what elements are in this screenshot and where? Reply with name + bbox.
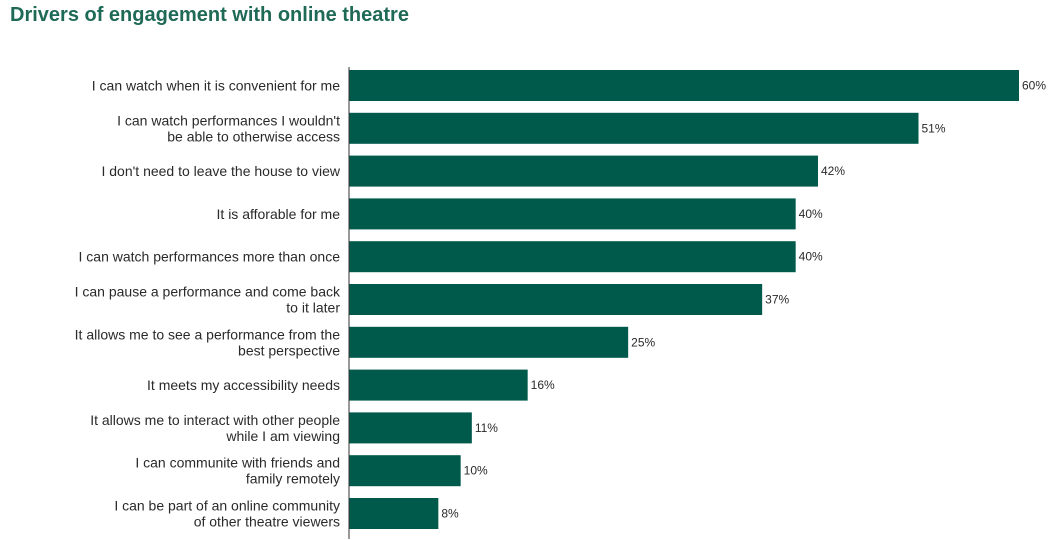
category-label-1: I can watch when it is convenient for me (92, 78, 340, 94)
value-label-5: 40% (799, 250, 823, 264)
value-label-10: 10% (464, 464, 488, 478)
value-label-8: 16% (531, 378, 555, 392)
bar-7 (349, 326, 629, 358)
category-label-3: I don't need to leave the house to view (101, 163, 340, 179)
category-label-7: It allows me to see a performance from t… (75, 326, 341, 358)
bar-3 (349, 155, 818, 187)
bar-6 (349, 284, 763, 315)
value-label-11: 8% (441, 507, 459, 521)
chart-title: Drivers of engagement with online theatr… (10, 4, 409, 26)
value-labels: 60% 51% 42% 40% 40% 37% 25% 16% 11% 10% 8% (441, 79, 1046, 521)
category-label-6: I can pause a performance and come back t… (75, 284, 341, 316)
bar-11 (349, 498, 439, 529)
category-label-8: It meets my accessibility needs (147, 377, 340, 393)
bar-4 (349, 198, 796, 230)
value-label-1: 60% (1022, 79, 1046, 93)
bar-5 (349, 241, 796, 273)
bar-1 (349, 70, 1019, 101)
bar-2 (349, 112, 919, 144)
category-label-10: I can communite with friends and family r… (135, 455, 340, 487)
bar-9 (349, 412, 472, 444)
bars-layer (349, 70, 1019, 529)
category-label-4: It is afforable for me (217, 206, 341, 222)
category-label-9: It allows me to interact with other peop… (90, 412, 340, 444)
value-label-6: 37% (765, 293, 789, 307)
category-label-5: I can watch performances more than once (79, 249, 341, 265)
value-label-7: 25% (631, 335, 655, 349)
value-label-3: 42% (821, 164, 845, 178)
category-label-11: I can be part of an online community of o… (114, 498, 340, 530)
category-labels: I can watch when it is convenient for me… (75, 78, 341, 530)
value-label-9: 11% (475, 421, 498, 435)
bar-10 (349, 455, 461, 487)
value-label-2: 51% (922, 121, 946, 135)
category-label-2: I can watch performances I wouldn't be ab… (117, 112, 340, 144)
value-label-4: 40% (799, 207, 823, 221)
bar-8 (349, 369, 528, 401)
